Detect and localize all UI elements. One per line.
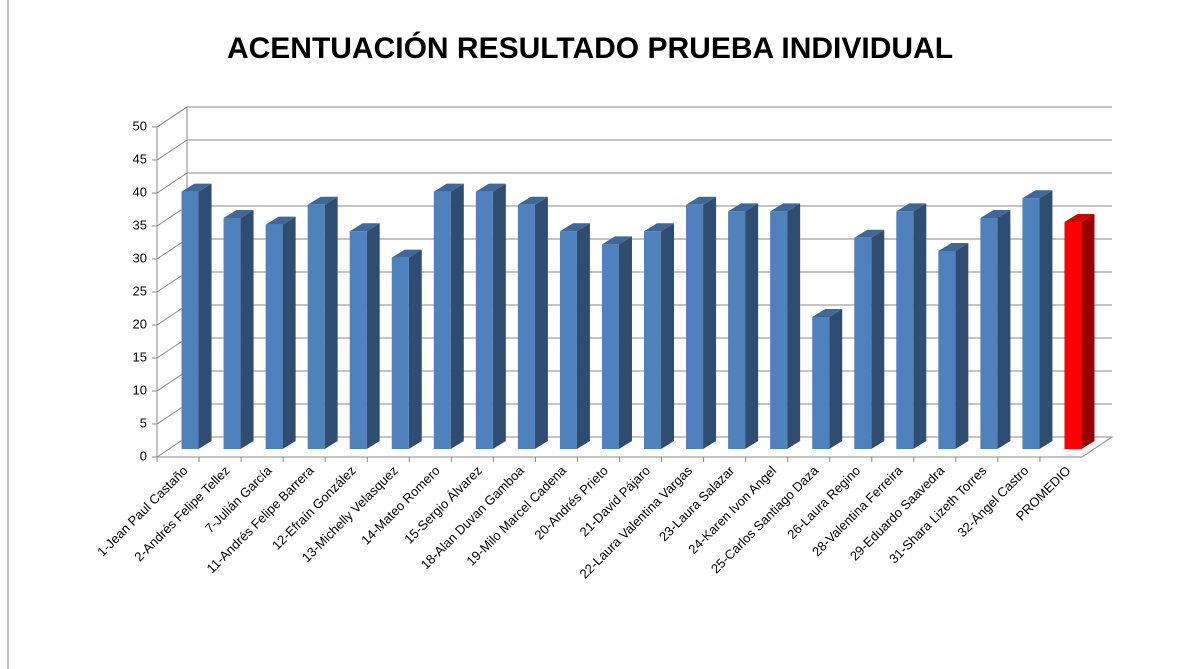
bar: [644, 231, 662, 449]
bar-top: [770, 203, 801, 212]
chart-title: ACENTUACIÓN RESULTADO PRUEBA INDIVIDUAL: [227, 31, 953, 65]
grid-line: [156, 403, 1112, 425]
bar-side: [366, 223, 380, 449]
y-tick-label: 0: [140, 448, 147, 463]
bar-side: [282, 216, 296, 449]
bar-top: [265, 216, 296, 225]
bar-side: [534, 196, 548, 449]
bar-top: [686, 196, 717, 205]
bar-top: [812, 309, 843, 317]
x-tick-label: 26-Laura Regino: [784, 463, 863, 542]
bar: [686, 204, 704, 449]
bar: [475, 191, 493, 449]
bar-side: [324, 196, 338, 449]
grid-line: [156, 205, 1112, 227]
y-tick-label: 20: [133, 316, 147, 331]
y-tick-label: 10: [133, 382, 147, 397]
x-tick-label: 14-Mateo Romero: [358, 463, 443, 548]
bar: [307, 204, 325, 449]
bar: [1022, 198, 1040, 449]
bar: [391, 257, 409, 449]
bar-top: [223, 210, 254, 218]
bar-top: [1022, 190, 1053, 199]
bar: [854, 237, 872, 449]
bar-side: [408, 249, 422, 449]
bar-side: [703, 196, 717, 449]
bar-top: [181, 183, 212, 192]
y-tick-label: 50: [133, 118, 147, 133]
bar: [517, 204, 535, 449]
y-tick-label: 25: [133, 283, 147, 298]
grid-line: [156, 370, 1112, 392]
grid-line: [156, 271, 1112, 293]
bar: [181, 191, 199, 449]
bar-top: [601, 236, 632, 245]
grid-line: [156, 337, 1112, 359]
bar-side: [1081, 213, 1095, 449]
bar-side: [661, 223, 675, 449]
bar: [770, 211, 788, 449]
bar-top: [1064, 213, 1095, 222]
bar-top: [644, 223, 675, 232]
bar-side: [492, 183, 506, 449]
y-tick-label: 35: [133, 217, 147, 232]
bar: [896, 211, 914, 449]
bar-side: [787, 203, 801, 449]
bar-side: [913, 203, 927, 449]
x-tick-label: 15-Sergio Álvarez: [401, 463, 485, 547]
bar-side: [1039, 190, 1053, 449]
y-tick-label: 30: [133, 250, 147, 265]
x-tick-label: 23-Laura Salazar: [656, 462, 738, 544]
bar-side: [576, 223, 590, 449]
bar: [601, 244, 619, 449]
bar-side: [871, 229, 885, 449]
bar: [433, 191, 451, 449]
x-tick-label: 20-Andrés Prieto: [531, 463, 611, 543]
bar-top: [349, 223, 380, 232]
bar-top: [896, 203, 927, 212]
bar-top: [728, 203, 759, 212]
y-tick-label: 40: [133, 184, 147, 199]
bar-side: [240, 210, 254, 449]
bar-top: [559, 223, 590, 232]
bar-top: [517, 196, 548, 205]
y-tick-label: 45: [133, 151, 147, 166]
bar-side: [618, 236, 632, 449]
bar-side: [955, 243, 969, 449]
bar-side: [198, 183, 212, 449]
bar: [265, 224, 283, 449]
y-tick-label: 15: [133, 349, 147, 364]
grid-line: [156, 304, 1112, 326]
bar: [728, 211, 746, 449]
grid-line: [156, 172, 1112, 194]
bar-top: [307, 196, 338, 205]
bar: [349, 231, 367, 449]
bar-side: [745, 203, 759, 449]
bar: [559, 231, 577, 449]
floor: [157, 436, 1114, 458]
grid-line: [156, 106, 1112, 128]
bar-side: [829, 309, 843, 449]
bar-top: [391, 249, 422, 258]
bar: [812, 317, 830, 449]
bar-top: [433, 183, 464, 192]
bar: [980, 218, 998, 449]
grid-line: [156, 436, 1112, 458]
bar-top: [854, 229, 885, 238]
bar: [1064, 221, 1082, 449]
bar-top: [938, 243, 969, 251]
bar: [938, 251, 956, 449]
bar-top: [980, 210, 1011, 218]
bar: [223, 218, 241, 449]
bar-top: [475, 183, 506, 192]
bar-side: [997, 210, 1011, 449]
bar-side: [450, 183, 464, 449]
grid-line: [156, 139, 1112, 161]
y-tick-label: 5: [140, 415, 147, 430]
grid-line: [156, 238, 1112, 260]
